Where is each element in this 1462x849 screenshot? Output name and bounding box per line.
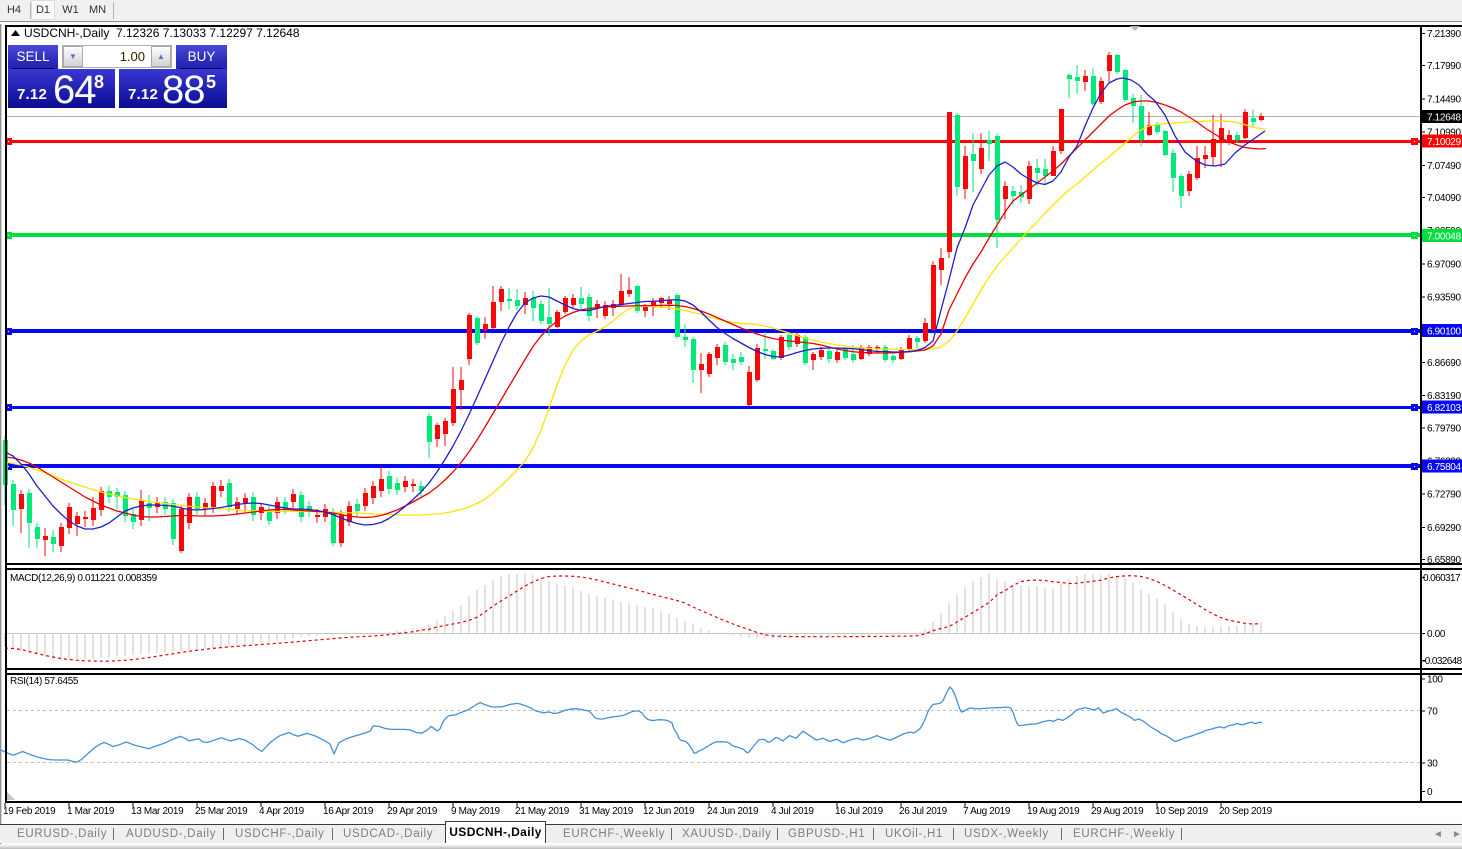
svg-text:4 Jul 2019: 4 Jul 2019 bbox=[771, 806, 814, 817]
svg-text:7.21390: 7.21390 bbox=[1427, 29, 1461, 40]
svg-text:19 Aug 2019: 19 Aug 2019 bbox=[1027, 806, 1080, 817]
svg-text:7.10990: 7.10990 bbox=[1427, 128, 1461, 139]
svg-text:6.97090: 6.97090 bbox=[1427, 259, 1461, 270]
svg-text:7.07490: 7.07490 bbox=[1427, 161, 1461, 172]
svg-text:30: 30 bbox=[1427, 758, 1438, 769]
svg-text:6.90100: 6.90100 bbox=[1427, 327, 1461, 338]
svg-text:0: 0 bbox=[1427, 787, 1433, 798]
svg-text:7.17990: 7.17990 bbox=[1427, 61, 1461, 72]
svg-text:7.14490: 7.14490 bbox=[1427, 94, 1461, 105]
svg-text:16 Apr 2019: 16 Apr 2019 bbox=[323, 806, 374, 817]
svg-text:29 Aug 2019: 29 Aug 2019 bbox=[1091, 806, 1144, 817]
svg-text:29 Apr 2019: 29 Apr 2019 bbox=[387, 806, 438, 817]
svg-text:21 May 2019: 21 May 2019 bbox=[515, 806, 570, 817]
svg-text:19 Feb 2019: 19 Feb 2019 bbox=[3, 806, 56, 817]
svg-text:USDCNH-,Daily 7.12326 7.13033: USDCNH-,Daily 7.12326 7.13033 7.12297 7.… bbox=[24, 26, 300, 40]
svg-text:13 Mar 2019: 13 Mar 2019 bbox=[131, 806, 184, 817]
svg-text:7.04090: 7.04090 bbox=[1427, 193, 1461, 204]
svg-text:10 Sep 2019: 10 Sep 2019 bbox=[1155, 806, 1209, 817]
svg-text:0.060317: 0.060317 bbox=[1423, 573, 1461, 584]
svg-text:9 May 2019: 9 May 2019 bbox=[451, 806, 501, 817]
svg-text:6.72790: 6.72790 bbox=[1427, 490, 1461, 501]
svg-text:6.65890: 6.65890 bbox=[1427, 555, 1461, 566]
svg-text:7.12648: 7.12648 bbox=[1427, 113, 1461, 124]
svg-text:MACD(12,26,9) 0.011221 0.00835: MACD(12,26,9) 0.011221 0.008359 bbox=[10, 573, 158, 584]
svg-text:16 Jul 2019: 16 Jul 2019 bbox=[835, 806, 884, 817]
svg-text:6.82103: 6.82103 bbox=[1427, 403, 1461, 414]
svg-text:24 Jun 2019: 24 Jun 2019 bbox=[707, 806, 759, 817]
svg-text:25 Mar 2019: 25 Mar 2019 bbox=[195, 806, 248, 817]
svg-text:6.75804: 6.75804 bbox=[1427, 462, 1461, 473]
svg-text:1 Mar 2019: 1 Mar 2019 bbox=[67, 806, 115, 817]
svg-text:6.69290: 6.69290 bbox=[1427, 523, 1461, 534]
svg-text:20 Sep 2019: 20 Sep 2019 bbox=[1219, 806, 1273, 817]
svg-text:12 Jun 2019: 12 Jun 2019 bbox=[643, 806, 695, 817]
svg-text:70: 70 bbox=[1427, 707, 1438, 718]
svg-text:4 Apr 2019: 4 Apr 2019 bbox=[259, 806, 305, 817]
svg-text:31 May 2019: 31 May 2019 bbox=[579, 806, 634, 817]
svg-text:7 Aug 2019: 7 Aug 2019 bbox=[963, 806, 1011, 817]
svg-text:6.83190: 6.83190 bbox=[1427, 391, 1461, 402]
svg-text:6.79790: 6.79790 bbox=[1427, 423, 1461, 434]
svg-text:RSI(14) 57.6455: RSI(14) 57.6455 bbox=[10, 676, 79, 687]
svg-text:26 Jul 2019: 26 Jul 2019 bbox=[899, 806, 948, 817]
svg-text:0.00: 0.00 bbox=[1427, 629, 1446, 640]
svg-text:100: 100 bbox=[1427, 674, 1443, 685]
svg-text:7.10029: 7.10029 bbox=[1427, 137, 1461, 148]
svg-text:7.00048: 7.00048 bbox=[1427, 232, 1461, 243]
svg-text:6.93590: 6.93590 bbox=[1427, 293, 1461, 304]
svg-text:-0.032648: -0.032648 bbox=[1422, 656, 1462, 667]
svg-text:6.86690: 6.86690 bbox=[1427, 358, 1461, 369]
